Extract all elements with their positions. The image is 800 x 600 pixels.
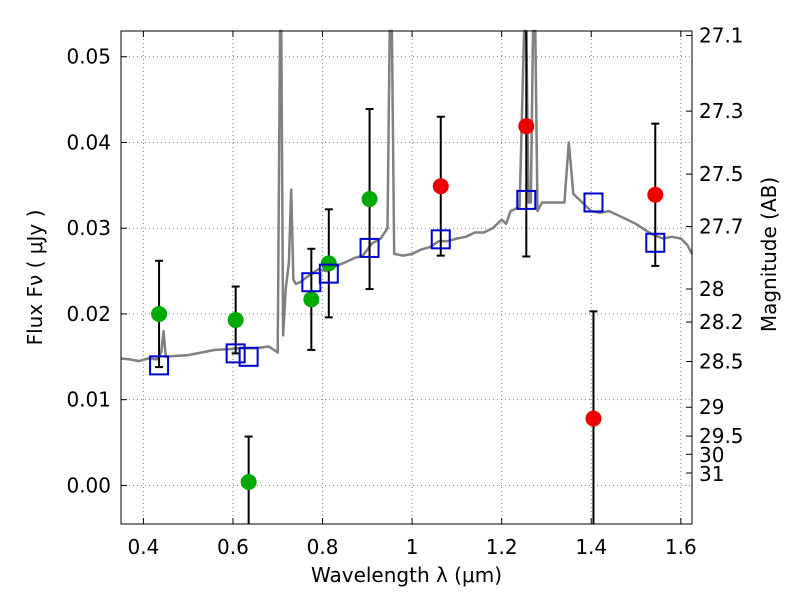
y-tick-label: 0.05 [66,45,111,69]
y-tick-label: 0.01 [66,388,111,412]
magnitude-tick-label: 29 [699,395,724,419]
x-axis-label: Wavelength λ (μm) [311,563,502,587]
magnitude-tick-label: 27.5 [699,162,744,186]
data-point-square [238,346,259,367]
magnitude-tick-label: 27.7 [699,214,744,238]
data-point-circle [647,186,664,203]
x-tick-label: 1.6 [665,535,697,559]
data-point-circle [227,311,244,328]
magnitude-tick-label: 27.3 [699,99,744,123]
error-bars [155,31,660,524]
data-point-circle [518,118,535,135]
plot-frame [120,30,693,525]
y-tick-labels: 0.00 0.01 0.02 0.03 0.04 0.05 [66,45,111,498]
x-tick-label: 0.8 [307,535,339,559]
data-point-circle [240,473,257,490]
y-axis-label: Flux Fν ( μJy ) [23,210,47,346]
magnitude-tick-label: 31 [699,462,724,486]
y-tick-label: 0.00 [66,473,111,497]
y-tick-label: 0.04 [66,130,111,154]
data-points [149,118,666,490]
data-point-circle [320,255,337,272]
data-point-square [645,232,666,253]
data-point-square [149,355,170,376]
magnitude-tick-label: 28.2 [699,310,744,334]
x-tick-label: 1 [406,535,419,559]
data-point-square [225,343,246,364]
magnitude-tick-label: 28 [699,277,724,301]
data-point-circle [585,410,602,427]
y-tick-label: 0.02 [66,302,111,326]
data-point-square [583,192,604,213]
data-point-square [430,229,451,250]
y-tick-label: 0.03 [66,216,111,240]
magnitude-tick-label: 28.5 [699,349,744,373]
data-point-square [318,263,339,284]
model-spectrum [120,29,694,363]
right-axis-label: Magnitude (AB) [757,177,781,332]
x-tick-label: 0.6 [217,535,249,559]
data-point-circle [432,178,449,195]
x-tick-label: 1.2 [486,535,518,559]
magnitude-tick-label: 29.5 [699,424,744,448]
x-tick-labels: 0.4 0.6 0.8 1 1.2 1.4 1.6 [127,535,696,559]
grid-lines [121,31,692,524]
magnitude-tick-label: 27.1 [699,23,744,47]
magnitude-tick-label: 30 [699,443,724,467]
data-point-circle [303,291,320,308]
data-point-square [359,237,380,258]
x-tick-label: 1.4 [575,535,607,559]
model-spectrum-line [120,29,694,363]
data-point-circle [361,191,378,208]
data-point-square [516,189,537,210]
x-tick-label: 0.4 [127,535,159,559]
data-point-circle [151,305,168,322]
axis-ticks [121,31,692,524]
